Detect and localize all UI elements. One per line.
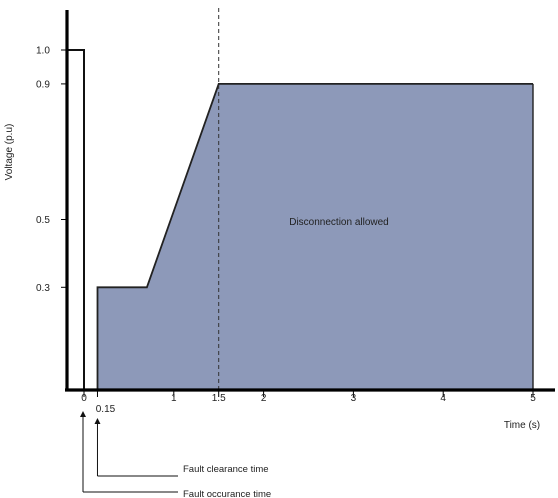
x-tick-label: 1.5 — [212, 393, 226, 404]
y-axis-title: Voltage (p.u) — [4, 124, 15, 181]
x-tick-label: 5 — [530, 393, 536, 404]
y-tick-label: 0.3 — [36, 283, 50, 294]
region-boundary-line — [96, 83, 533, 389]
annotation-arrowhead — [94, 418, 101, 424]
annotation-label: Fault occurance time — [183, 489, 271, 498]
x-tick-label: 2 — [261, 393, 267, 404]
x-tick-label: 0 — [81, 393, 87, 404]
x-tick-label: 3 — [351, 393, 357, 404]
x-tick-label: 0.15 — [96, 404, 116, 415]
pre-fault-voltage-line — [67, 49, 85, 389]
x-tick-label: 4 — [440, 393, 446, 404]
x-axis-title: Time (s) — [504, 420, 540, 431]
disconnection-region — [97, 83, 533, 390]
annotation-arrowhead — [80, 411, 86, 417]
y-tick-label: 0.5 — [36, 215, 50, 226]
annotation-label: Fault clearance time — [183, 464, 269, 475]
region-label: Disconnection allowed — [289, 217, 389, 228]
x-tick-label: 1 — [171, 393, 177, 404]
y-tick-label: 0.9 — [36, 79, 50, 90]
y-tick-label: 1.0 — [36, 46, 50, 57]
